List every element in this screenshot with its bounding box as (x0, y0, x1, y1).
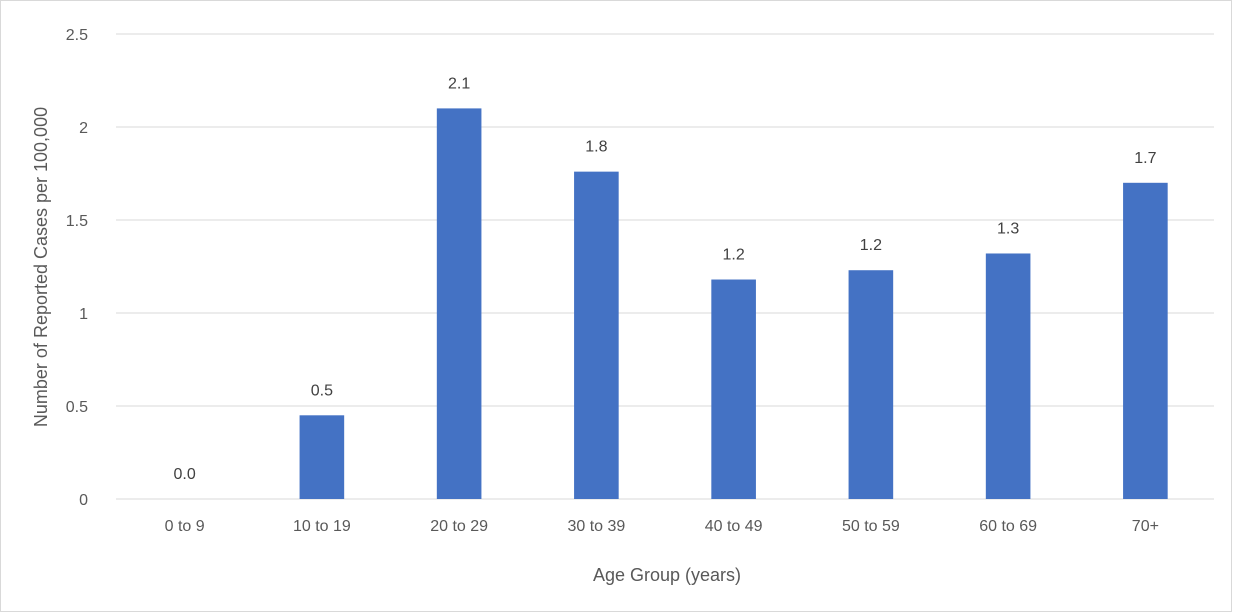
y-tick-label: 2.5 (66, 27, 88, 44)
x-tick-label-7: 70+ (1132, 518, 1159, 535)
data-labels: 0.0 0.5 2.1 1.8 1.2 1.2 1.3 1.7 (174, 75, 1157, 483)
bar-1 (299, 415, 345, 499)
bar-5 (848, 270, 894, 499)
data-label-0: 0.0 (174, 466, 196, 483)
bar-3 (574, 171, 619, 499)
gridlines (116, 33, 1214, 500)
data-label-5: 1.2 (860, 237, 882, 254)
bars (299, 108, 1168, 500)
x-tick-label-2: 20 to 29 (430, 518, 488, 535)
x-tick-label-1: 10 to 19 (293, 518, 351, 535)
data-label-6: 1.3 (997, 220, 1019, 237)
y-tick-label: 0 (79, 492, 88, 509)
y-tick-labels: 0 0.5 1 1.5 2 2.5 (66, 27, 88, 509)
x-tick-label-0: 0 to 9 (165, 518, 205, 535)
y-tick-label: 2 (79, 120, 88, 137)
bar-6 (985, 253, 1031, 499)
data-label-1: 0.5 (311, 382, 333, 399)
y-tick-label: 1.5 (66, 213, 88, 230)
y-axis-title: Number of Reported Cases per 100,000 (31, 107, 51, 427)
y-tick-label: 0.5 (66, 399, 88, 416)
bar-4 (711, 279, 756, 499)
bar-2 (436, 108, 482, 500)
x-tick-label-5: 50 to 59 (842, 518, 900, 535)
x-tick-label-4: 40 to 49 (705, 518, 763, 535)
data-label-2: 2.1 (448, 75, 470, 92)
data-label-4: 1.2 (723, 247, 745, 264)
bar-7 (1123, 182, 1168, 500)
data-label-3: 1.8 (585, 139, 607, 156)
x-axis-title: Age Group (years) (593, 565, 741, 585)
y-tick-label: 1 (79, 306, 88, 323)
data-label-7: 1.7 (1134, 150, 1156, 167)
x-tick-label-6: 60 to 69 (979, 518, 1037, 535)
x-tick-labels: 0 to 9 10 to 19 20 to 29 30 to 39 40 to 49 50… (165, 518, 1159, 535)
x-tick-label-3: 30 to 39 (567, 518, 625, 535)
